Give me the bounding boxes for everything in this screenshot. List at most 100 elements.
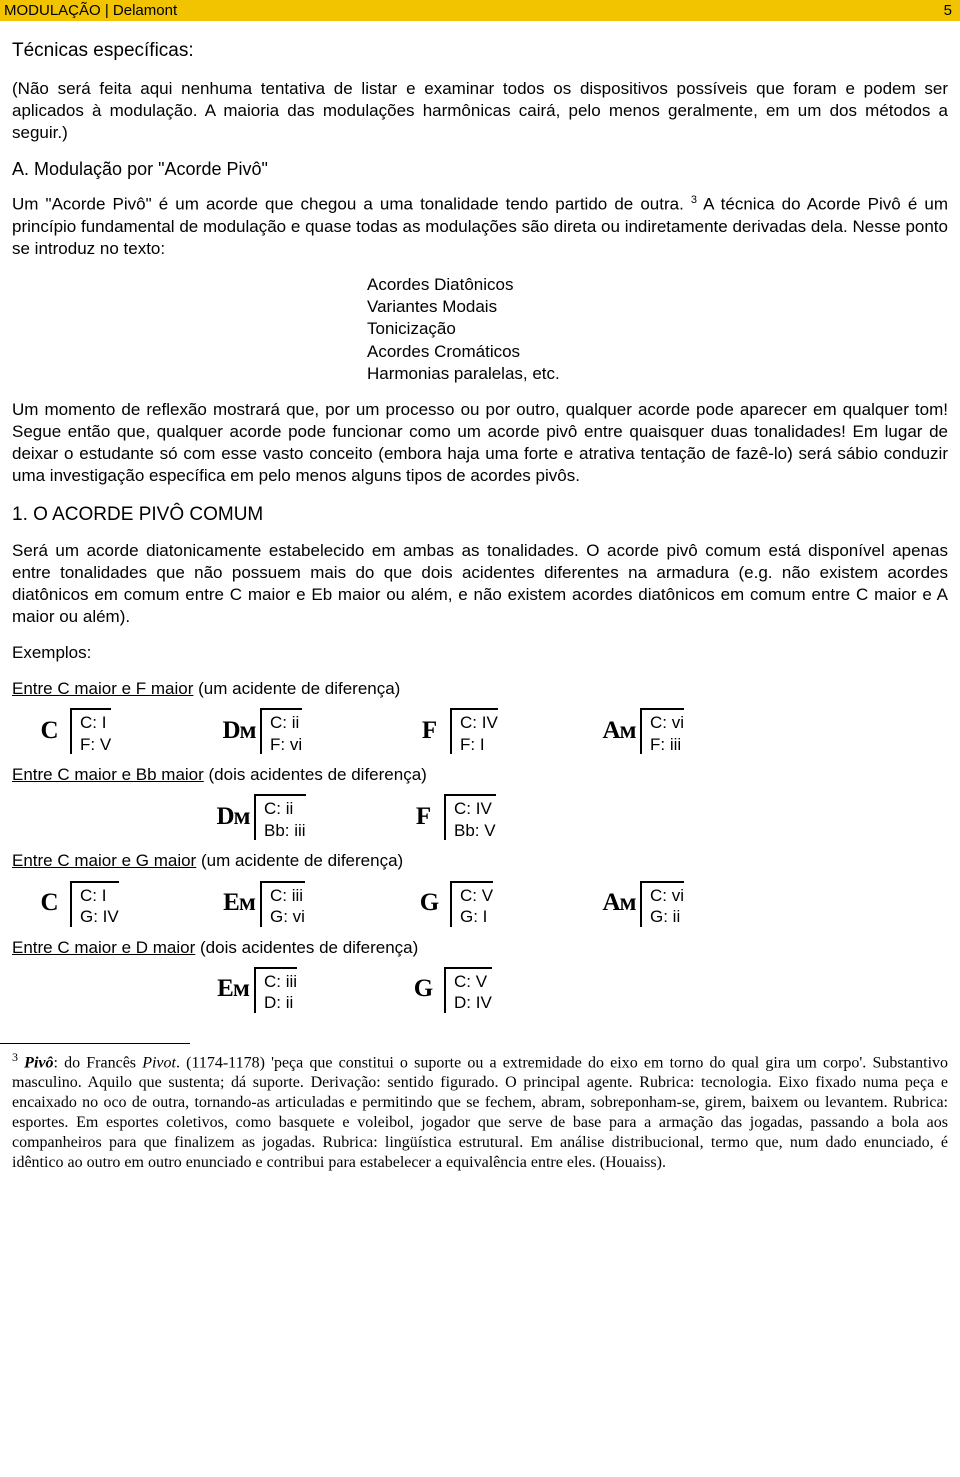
chord-line: C: V — [454, 971, 492, 992]
page-header: MODULAÇÃO | Delamont 5 — [0, 0, 960, 21]
section-title: Técnicas específicas: — [12, 39, 948, 64]
chord-symbol: Eᴍ — [212, 973, 254, 1006]
chord-symbol: Aᴍ — [598, 715, 640, 748]
chord-bracket: C: iii G: vi — [260, 881, 305, 927]
chord-cell: C C: I G: IV — [28, 881, 218, 927]
chord-symbol: G — [408, 887, 450, 920]
chord-line: D: ii — [264, 992, 297, 1013]
example4-title-rest: (dois acidentes de diferença) — [195, 938, 418, 957]
example2-title-rest: (dois acidentes de diferença) — [204, 765, 427, 784]
chord-line: F: V — [80, 734, 111, 755]
chord-line: F: I — [460, 734, 498, 755]
chord-bracket: C: IV Bb: V — [444, 794, 496, 840]
example1-title: Entre C maior e F maior (um acidente de … — [12, 678, 948, 700]
chord-line: C: IV — [454, 798, 496, 819]
chord-line: Bb: V — [454, 820, 496, 841]
chord-line: G: I — [460, 906, 493, 927]
chord-line: G: vi — [270, 906, 305, 927]
chord-bracket: C: vi F: iii — [640, 708, 684, 754]
header-title: MODULAÇÃO | Delamont — [4, 2, 177, 19]
chord-bracket: C: IV F: I — [450, 708, 498, 754]
page-body: Técnicas específicas: (Não será feita aq… — [0, 21, 960, 1021]
chord-line: F: iii — [650, 734, 684, 755]
example2-title: Entre C maior e Bb maior (dois acidentes… — [12, 764, 948, 786]
page-number: 5 — [944, 2, 952, 19]
footnote-term: Pivô — [24, 1054, 53, 1071]
chord-cell: Eᴍ C: iii D: ii — [212, 967, 402, 1013]
chord-cell: C C: I F: V — [28, 708, 218, 754]
chord-cell: Eᴍ C: iii G: vi — [218, 881, 408, 927]
chord-line: F: vi — [270, 734, 302, 755]
chord-line: C: I — [80, 712, 111, 733]
chord-line: C: iii — [264, 971, 297, 992]
chord-bracket: C: ii F: vi — [260, 708, 302, 754]
examples-label: Exemplos: — [12, 642, 948, 664]
para-a-part1: Um "Acorde Pivô" é um acorde que chegou … — [12, 195, 691, 214]
chord-line: C: IV — [460, 712, 498, 733]
chord-bracket: C: vi G: ii — [640, 881, 684, 927]
chord-line: C: ii — [270, 712, 302, 733]
chord-line: G: IV — [80, 906, 119, 927]
chord-cell: F C: IV F: I — [408, 708, 598, 754]
chord-line: G: ii — [650, 906, 684, 927]
chord-cell: G C: V G: I — [408, 881, 598, 927]
example2-title-under: Entre C maior e Bb maior — [12, 765, 204, 784]
list-item: Variantes Modais — [367, 296, 948, 318]
chord-line: C: ii — [264, 798, 306, 819]
chord-symbol: C — [28, 887, 70, 920]
chord-row: C C: I F: V Dᴍ C: ii F: vi F C: IV F: I … — [28, 708, 948, 754]
example4-title-under: Entre C maior e D maior — [12, 938, 195, 957]
chord-row: Eᴍ C: iii D: ii G C: V D: IV — [212, 967, 948, 1013]
chord-cell: Dᴍ C: ii F: vi — [218, 708, 408, 754]
footnote: 3 Pivô: do Francês Pivot. (1174-1178) 'p… — [0, 1050, 960, 1181]
footnote-number: 3 — [12, 1050, 18, 1064]
chord-line: Bb: iii — [264, 820, 306, 841]
chord-line: C: vi — [650, 885, 684, 906]
chord-cell: Dᴍ C: ii Bb: iii — [212, 794, 402, 840]
example1-title-rest: (um acidente de diferença) — [193, 679, 400, 698]
chord-bracket: C: V D: IV — [444, 967, 492, 1013]
pivot-heading: 1. O ACORDE PIVÔ COMUM — [12, 503, 948, 528]
chord-line: D: IV — [454, 992, 492, 1013]
chord-bracket: C: I F: V — [70, 708, 111, 754]
chord-cell: Aᴍ C: vi F: iii — [598, 708, 788, 754]
chord-symbol: G — [402, 973, 444, 1006]
intro-paragraph: (Não será feita aqui nenhuma tentativa d… — [12, 78, 948, 144]
list-item: Tonicização — [367, 318, 948, 340]
chord-cell: F C: IV Bb: V — [402, 794, 592, 840]
chord-line: C: V — [460, 885, 493, 906]
footnote-italic: Pivot — [142, 1054, 176, 1071]
subsection-a-heading: A. Modulação por "Acorde Pivô" — [12, 158, 948, 181]
example3-title-under: Entre C maior e G maior — [12, 851, 196, 870]
chord-cell: Aᴍ C: vi G: ii — [598, 881, 788, 927]
intro-list: Acordes Diatônicos Variantes Modais Toni… — [367, 274, 948, 384]
example3-title: Entre C maior e G maior (um acidente de … — [12, 850, 948, 872]
example3-title-rest: (um acidente de diferença) — [196, 851, 403, 870]
footnote-separator — [0, 1043, 190, 1044]
chord-row: Dᴍ C: ii Bb: iii F C: IV Bb: V — [212, 794, 948, 840]
chord-bracket: C: V G: I — [450, 881, 493, 927]
chord-symbol: F — [408, 715, 450, 748]
chord-line: C: vi — [650, 712, 684, 733]
chord-symbol: Aᴍ — [598, 887, 640, 920]
example4-title: Entre C maior e D maior (dois acidentes … — [12, 937, 948, 959]
chord-symbol: C — [28, 715, 70, 748]
chord-symbol: Dᴍ — [212, 801, 254, 834]
paragraph-a: Um "Acorde Pivô" é um acorde que chegou … — [12, 193, 948, 260]
list-item: Acordes Cromáticos — [367, 341, 948, 363]
list-item: Harmonias paralelas, etc. — [367, 363, 948, 385]
chord-symbol: Dᴍ — [218, 715, 260, 748]
chord-symbol: F — [402, 801, 444, 834]
list-item: Acordes Diatônicos — [367, 274, 948, 296]
example1-title-under: Entre C maior e F maior — [12, 679, 193, 698]
chord-row: C C: I G: IV Eᴍ C: iii G: vi G C: V G: I… — [28, 881, 948, 927]
chord-cell: G C: V D: IV — [402, 967, 592, 1013]
reflection-paragraph: Um momento de reflexão mostrará que, por… — [12, 399, 948, 487]
chord-line: C: I — [80, 885, 119, 906]
chord-bracket: C: I G: IV — [70, 881, 119, 927]
chord-bracket: C: ii Bb: iii — [254, 794, 306, 840]
chord-symbol: Eᴍ — [218, 887, 260, 920]
footnote-text-b: . (1174-1178) 'peça que constitui o supo… — [12, 1054, 948, 1171]
pivot-paragraph: Será um acorde diatonicamente estabeleci… — [12, 540, 948, 628]
chord-line: C: iii — [270, 885, 305, 906]
